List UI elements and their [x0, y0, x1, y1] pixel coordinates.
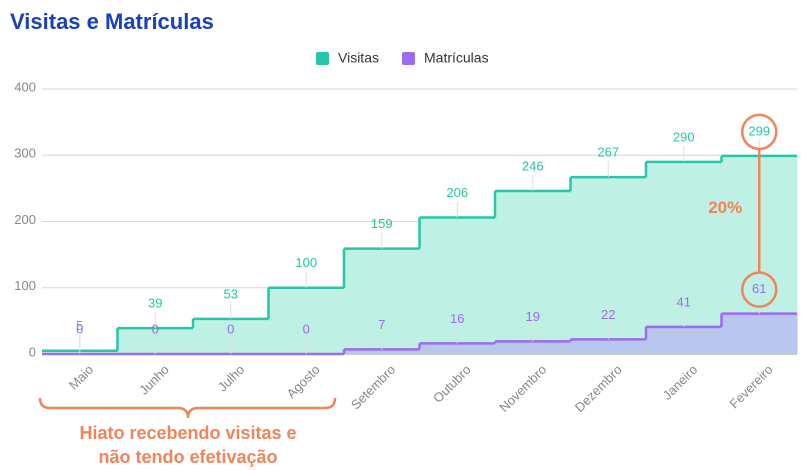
legend-swatch	[402, 52, 415, 65]
area-step	[721, 313, 798, 354]
annotation: 20%	[708, 198, 742, 217]
area-step	[344, 349, 420, 354]
x-tick-label: Julho	[215, 362, 248, 395]
annotation: não tendo efetivação	[98, 447, 277, 467]
data-label: 7	[378, 317, 385, 332]
data-label: 206	[446, 185, 468, 200]
bracket	[38, 397, 337, 419]
data-label: 41	[677, 294, 691, 309]
x-tick-label: Dezembro	[572, 362, 625, 415]
data-label: 53	[224, 286, 238, 301]
area-step	[419, 343, 496, 354]
x-tick-label: Setembro	[348, 362, 398, 412]
y-tick-label: 0	[29, 344, 36, 359]
data-label: 159	[371, 216, 393, 231]
area-step	[495, 341, 571, 354]
data-label: 299	[748, 123, 770, 138]
y-tick-label: 200	[14, 212, 36, 227]
data-label: 0	[303, 321, 310, 336]
data-label: 100	[295, 255, 317, 270]
x-tick-label: Junho	[136, 362, 172, 398]
y-tick-label: 400	[14, 79, 36, 94]
x-tick-label: Outubro	[430, 362, 474, 406]
x-tick-label: Fevereiro	[726, 362, 775, 411]
data-label: 0	[76, 321, 83, 336]
x-tick-label: Agosto	[284, 362, 323, 401]
x-tick-label: Novembro	[496, 362, 549, 415]
x-tick-label: Janeiro	[660, 362, 701, 403]
data-label: 16	[450, 311, 464, 326]
y-tick-label: 300	[14, 146, 36, 161]
y-tick-label: 100	[14, 278, 36, 293]
data-label: 39	[148, 296, 162, 311]
data-label: 61	[752, 281, 766, 296]
data-label: 246	[522, 158, 544, 173]
legend-swatch	[316, 52, 329, 65]
annotation: Hiato recebendo visitas e	[79, 423, 296, 443]
data-label: 0	[227, 321, 234, 336]
legend-label: Matrículas	[424, 50, 489, 66]
chart-title: Visitas e Matrículas	[10, 9, 214, 34]
legend-label: Visitas	[338, 50, 379, 66]
data-label: 0	[152, 321, 159, 336]
x-tick-label: Maio	[66, 362, 97, 393]
area-step	[646, 326, 722, 354]
data-label: 290	[673, 129, 695, 144]
area-step	[570, 339, 647, 354]
data-label: 5	[76, 318, 83, 333]
data-label: 19	[526, 309, 540, 324]
data-label: 267	[597, 145, 619, 160]
data-label: 22	[601, 307, 615, 322]
